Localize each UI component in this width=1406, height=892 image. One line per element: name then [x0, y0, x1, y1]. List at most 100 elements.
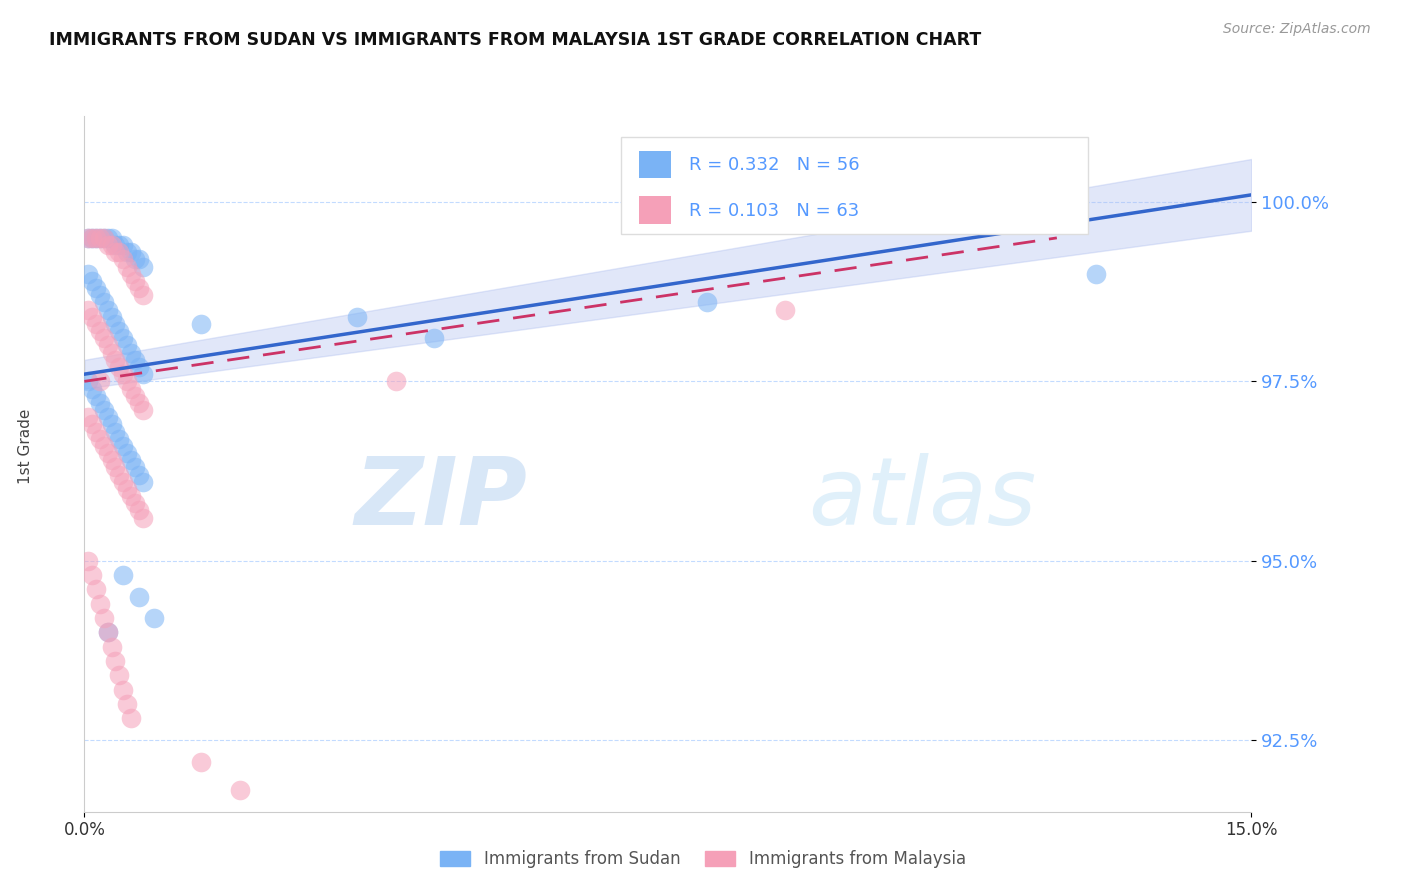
Point [97, 446, 120, 460]
Point [108, 467, 131, 482]
Point [84, 231, 107, 245]
Point [112, 367, 135, 381]
Point [89, 288, 111, 302]
Point [120, 245, 142, 260]
Point [696, 295, 718, 310]
Point [128, 467, 150, 482]
Point [384, 375, 406, 389]
Point [82, 231, 104, 245]
Point [100, 238, 122, 252]
Point [77, 375, 100, 389]
Point [112, 238, 135, 252]
Point [112, 439, 135, 453]
Point [108, 238, 131, 252]
Point [93, 439, 115, 453]
Point [82, 417, 104, 432]
Point [104, 460, 127, 475]
Point [89, 324, 111, 338]
Point [100, 640, 122, 654]
Point [89, 396, 111, 410]
Point [104, 425, 127, 439]
Point [108, 668, 131, 682]
Text: R = 0.103   N = 63: R = 0.103 N = 63 [689, 202, 859, 219]
Point [104, 317, 127, 331]
Point [89, 375, 111, 389]
Point [132, 403, 155, 417]
Text: 1st Grade: 1st Grade [18, 409, 32, 483]
Point [120, 345, 142, 359]
Point [97, 625, 120, 640]
Point [77, 231, 100, 245]
Point [108, 324, 131, 338]
Point [97, 302, 120, 317]
Point [84, 582, 107, 597]
Point [108, 432, 131, 446]
Point [115, 482, 138, 496]
Point [89, 597, 111, 611]
Point [132, 367, 155, 381]
Point [89, 231, 111, 245]
Point [423, 331, 446, 345]
Point [128, 359, 150, 374]
Point [104, 238, 127, 252]
Point [229, 783, 252, 797]
Point [100, 453, 122, 467]
Point [112, 252, 135, 267]
Point [100, 345, 122, 359]
Point [93, 611, 115, 625]
Point [84, 425, 107, 439]
Point [82, 231, 104, 245]
Point [82, 568, 104, 582]
Point [115, 446, 138, 460]
Point [97, 238, 120, 252]
Point [132, 475, 155, 489]
Point [115, 697, 138, 711]
Point [77, 302, 100, 317]
Text: atlas: atlas [808, 453, 1036, 544]
Text: IMMIGRANTS FROM SUDAN VS IMMIGRANTS FROM MALAYSIA 1ST GRADE CORRELATION CHART: IMMIGRANTS FROM SUDAN VS IMMIGRANTS FROM… [49, 31, 981, 49]
Text: R = 0.332   N = 56: R = 0.332 N = 56 [689, 156, 859, 174]
FancyBboxPatch shape [621, 136, 1088, 235]
Point [84, 281, 107, 295]
Point [346, 310, 368, 324]
Point [124, 252, 146, 267]
Point [97, 231, 120, 245]
Point [84, 317, 107, 331]
Point [124, 274, 146, 288]
Point [128, 281, 150, 295]
Point [124, 460, 146, 475]
Point [143, 611, 166, 625]
Point [132, 260, 155, 274]
Point [112, 682, 135, 697]
Point [100, 417, 122, 432]
Point [128, 396, 150, 410]
Point [89, 231, 111, 245]
Point [112, 475, 135, 489]
Point [124, 389, 146, 403]
Point [97, 410, 120, 425]
Point [190, 755, 212, 769]
Point [115, 260, 138, 274]
Point [100, 231, 122, 245]
Point [128, 503, 150, 517]
Point [773, 302, 796, 317]
Point [120, 711, 142, 725]
Point [82, 274, 104, 288]
Point [115, 338, 138, 352]
Point [104, 245, 127, 260]
Point [104, 352, 127, 367]
Point [100, 310, 122, 324]
Point [77, 267, 100, 281]
Point [82, 310, 104, 324]
Point [84, 389, 107, 403]
Point [77, 554, 100, 568]
Point [77, 410, 100, 425]
Legend: Immigrants from Sudan, Immigrants from Malaysia: Immigrants from Sudan, Immigrants from M… [433, 844, 973, 875]
Point [124, 352, 146, 367]
Point [93, 295, 115, 310]
Point [93, 403, 115, 417]
Point [1084, 267, 1107, 281]
Point [112, 568, 135, 582]
FancyBboxPatch shape [638, 196, 671, 224]
Point [132, 288, 155, 302]
